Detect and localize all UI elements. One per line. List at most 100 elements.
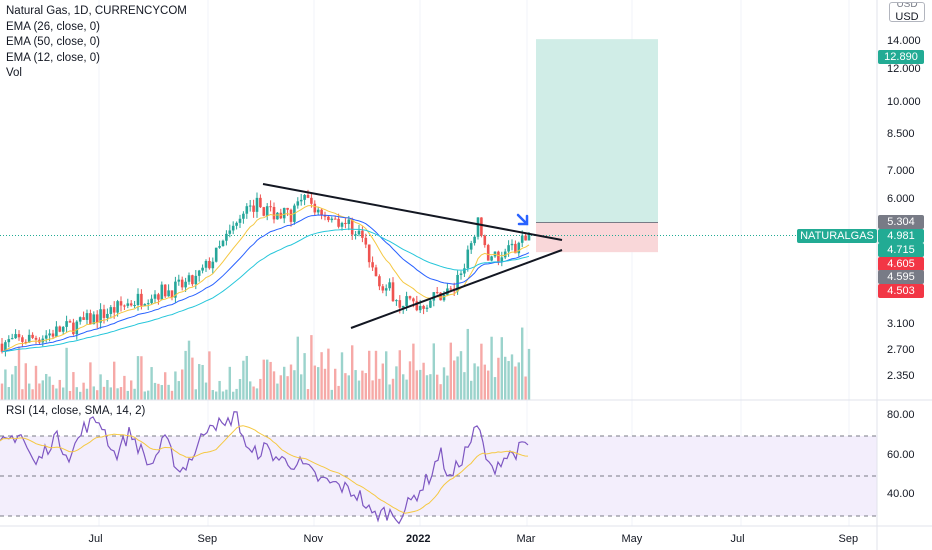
volume-bar	[11, 374, 14, 400]
candle-body	[265, 206, 269, 216]
trendlines[interactable]	[262, 183, 563, 329]
volume-bar	[211, 390, 214, 400]
candle-body	[378, 276, 381, 287]
volume-bar	[38, 383, 41, 400]
volume-bar	[283, 366, 286, 400]
candle-body	[337, 218, 340, 227]
volume-bar	[415, 370, 418, 400]
volume-bar	[181, 369, 184, 400]
candle-body	[466, 249, 470, 269]
candle-body	[276, 212, 279, 220]
candle-body	[408, 296, 412, 299]
volume-bar	[109, 387, 112, 400]
candle-body	[160, 284, 164, 300]
lower-trendline	[350, 249, 563, 329]
candle-body	[490, 256, 493, 261]
arrow-icon	[516, 213, 529, 226]
arrow-marker	[516, 213, 529, 226]
candle-body	[61, 326, 65, 332]
volume-bar	[41, 380, 44, 400]
candle-body	[507, 245, 510, 252]
candle-body	[395, 300, 398, 302]
ema12-line	[1, 204, 530, 353]
legend-ema26[interactable]: EMA (26, close, 0)	[6, 20, 100, 33]
volume-bar	[184, 350, 187, 400]
candle-body	[463, 268, 466, 274]
volume-bar	[143, 391, 146, 400]
candle-body	[374, 267, 378, 277]
volume-bar	[225, 389, 228, 400]
candle-body	[150, 298, 153, 304]
candle-body	[21, 337, 24, 342]
legend-ema50[interactable]: EMA (50, close, 0)	[6, 36, 100, 48]
volume-bar	[198, 364, 201, 400]
candle-body	[174, 281, 177, 298]
price-tick: 14.000	[887, 35, 921, 47]
candle-body	[510, 243, 514, 246]
rsi-legend[interactable]: RSI (14, close, SMA, 14, 2)	[6, 405, 146, 417]
candle-body	[78, 317, 82, 322]
volume-bar	[68, 390, 72, 400]
volume-bar	[4, 369, 7, 400]
volume-bar	[493, 377, 497, 400]
price-tick: 7.000	[887, 165, 915, 177]
candle-body	[476, 217, 480, 237]
volume-bar	[470, 380, 473, 400]
candle-body	[119, 301, 123, 306]
volume-bar	[85, 388, 89, 400]
candle-body	[248, 205, 252, 207]
volume-bar	[510, 354, 514, 400]
legend-title[interactable]: Natural Gas, 1D, CURRENCYCOM	[6, 5, 187, 17]
currency-label-top: USD	[896, 3, 918, 10]
candle-body	[384, 288, 388, 291]
candle-body	[180, 279, 184, 288]
volume-bar	[194, 389, 197, 400]
candle-body	[473, 236, 476, 244]
candle-body	[129, 303, 133, 306]
candle-body	[412, 298, 415, 302]
candle-body	[0, 343, 4, 352]
volume-bar	[123, 375, 126, 400]
candle-body	[371, 262, 374, 268]
volume-bar	[368, 350, 371, 400]
price-tag: 12.890	[878, 50, 924, 64]
volume-bar	[279, 375, 282, 400]
volume-bar	[99, 374, 102, 400]
candle-body	[381, 286, 385, 291]
volume-bar	[340, 352, 344, 400]
candle-body	[296, 201, 300, 206]
volume-bar	[310, 335, 313, 400]
price-tag: 4.503	[878, 284, 924, 298]
loss-zone	[536, 222, 658, 253]
volume-bar	[381, 363, 384, 400]
price-tick: 10.000	[887, 96, 921, 108]
volume-bar	[306, 389, 310, 400]
volume-bar	[24, 363, 27, 400]
volume-bar	[361, 370, 364, 400]
candle-body	[55, 326, 58, 337]
time-label: Sep	[197, 533, 218, 545]
candle-body	[449, 288, 453, 290]
candle-body	[391, 282, 395, 302]
volume-bar	[442, 367, 446, 400]
candle-body	[17, 334, 21, 338]
legend-ema12[interactable]: EMA (12, close, 0)	[6, 51, 100, 64]
currency-button[interactable]: USD USD	[889, 2, 925, 23]
candle-body	[483, 235, 487, 246]
legend-vol[interactable]: Vol	[6, 67, 22, 79]
volume-bar	[255, 388, 259, 400]
candle-body	[204, 260, 208, 268]
volume-bar	[500, 337, 503, 400]
price-tick: 3.100	[887, 318, 915, 330]
volume-bar	[102, 386, 106, 400]
volume-bar	[14, 365, 17, 400]
volume-bar	[157, 383, 160, 400]
candle-body	[170, 290, 174, 298]
candle-body	[31, 334, 34, 338]
candle-body	[415, 301, 419, 311]
position-zones	[0, 39, 877, 253]
volume-bar	[174, 371, 177, 400]
price-tick: 8.500	[887, 128, 915, 140]
